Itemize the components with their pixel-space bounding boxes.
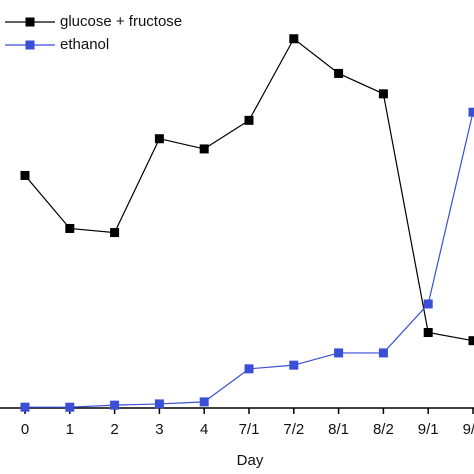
point xyxy=(378,89,388,99)
x-tick-label: 9/2 xyxy=(463,421,474,438)
x-tick-label: 8/1 xyxy=(328,421,349,438)
x-tick-label: 7/1 xyxy=(239,421,260,438)
legend-marker xyxy=(25,17,35,27)
point xyxy=(244,115,254,125)
series-line xyxy=(24,37,474,342)
point xyxy=(289,34,299,44)
point xyxy=(289,360,299,370)
point xyxy=(468,336,474,346)
x-tick-label: 0 xyxy=(21,421,29,438)
x-tick-label: 4 xyxy=(200,421,208,438)
point xyxy=(20,402,30,412)
point xyxy=(65,223,75,233)
legend-label: ethanol xyxy=(60,36,109,53)
point xyxy=(199,397,209,407)
legend-marker xyxy=(25,40,35,50)
point xyxy=(334,348,344,358)
point xyxy=(110,228,120,238)
x-axis-title: Day xyxy=(237,452,264,469)
x-tick-label: 9/1 xyxy=(418,421,439,438)
point xyxy=(423,328,433,338)
x-tick-label: 2 xyxy=(110,421,118,438)
x-tick-label: 3 xyxy=(155,421,163,438)
point xyxy=(110,400,120,410)
point xyxy=(378,348,388,358)
point xyxy=(65,402,75,412)
x-tick-label: 1 xyxy=(66,421,74,438)
x-tick-label: 8/2 xyxy=(373,421,394,438)
point xyxy=(423,299,433,309)
point xyxy=(154,399,164,409)
series-line xyxy=(25,112,474,408)
point xyxy=(154,134,164,144)
x-tick-label: 7/2 xyxy=(283,421,304,438)
point xyxy=(468,107,474,117)
legend-label: glucose + fructose xyxy=(60,13,182,30)
point xyxy=(334,68,344,78)
point xyxy=(20,170,30,180)
point xyxy=(244,364,254,374)
point xyxy=(199,144,209,154)
